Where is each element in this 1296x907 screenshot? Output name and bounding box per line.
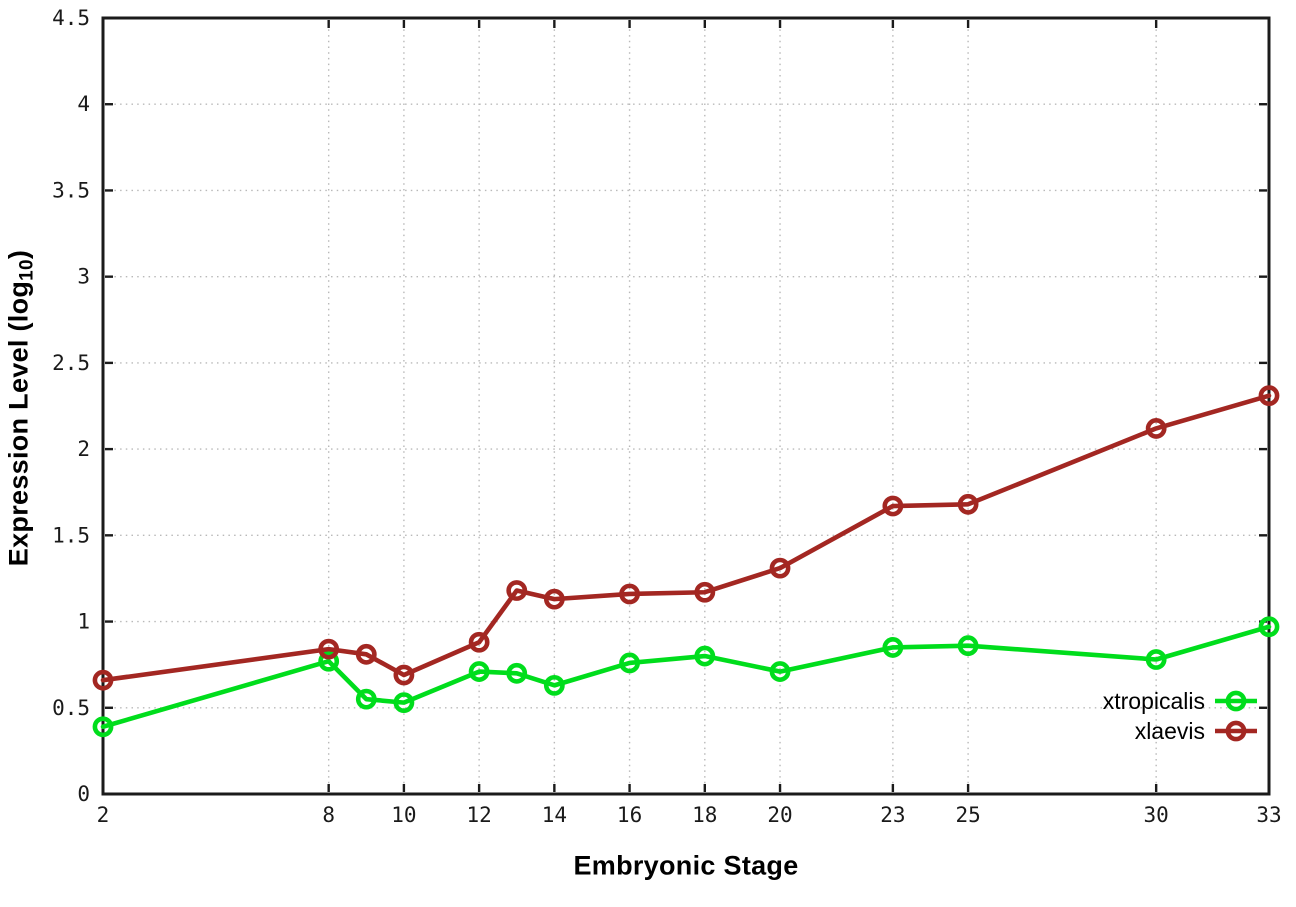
series-xlaevis [92,385,1280,691]
x-axis-title: Embryonic Stage [573,850,799,881]
data-point-marker-xtropicalis [468,661,490,682]
x-tick-label: 2 [97,803,110,827]
grid [103,18,1269,794]
y-axis-title-close: ) [3,249,34,260]
data-point-marker-xtropicalis [318,650,340,672]
y-tick-label: 2.5 [52,351,90,375]
data-point-marker-xtropicalis [355,688,377,710]
data-point-marker-xlaevis [318,638,340,660]
tick-marks [101,16,1271,796]
data-point-marker-xlaevis [468,631,490,653]
data-point-marker-xlaevis [769,557,791,579]
series-xtropicalis [92,616,1280,738]
y-tick-label: 4 [77,92,90,116]
data-point-marker-xtropicalis [543,674,565,696]
legend-label-xlaevis: xlaevis [1134,717,1205,744]
y-tick-label: 1 [77,610,90,634]
tick-labels: 2 8 10 12 14 16 18 20 23 25 30 33 0 0.5 1 1.5 2 2.5 3 3.5 4 4… [52,6,1282,827]
data-point-marker-xtropicalis [619,652,640,674]
data-point-marker-xtropicalis [957,635,979,657]
data-point-marker-xlaevis [355,643,377,665]
y-tick-label: 2 [77,437,90,461]
x-tick-label: 8 [322,803,335,827]
y-tick-label: 0.5 [52,696,90,720]
x-tick-label: 18 [692,803,717,827]
data-point-marker-xlaevis [694,581,716,603]
data-point-marker-xlaevis [619,583,640,605]
x-tick-label: 16 [617,803,642,827]
data-point-marker-xlaevis [1145,418,1167,439]
x-tick-label: 23 [880,803,905,827]
data-point-marker-xtropicalis [769,661,791,682]
x-tick-label: 10 [391,803,416,827]
data-point-marker-xlaevis [882,495,904,517]
y-tick-label: 0 [77,782,90,806]
x-tick-label: 20 [767,803,792,827]
x-tick-label: 12 [466,803,491,827]
x-tick-label: 14 [542,803,567,827]
x-tick-label: 33 [1256,803,1281,827]
legend-entry-xlaevis: xlaevis [1135,717,1258,745]
y-axis-title-text: Expression Level (log [3,280,34,567]
data-point-marker-xlaevis [957,493,979,515]
x-tick-label: 30 [1144,803,1169,827]
legend-key-icon-xlaevis [1215,720,1257,742]
y-tick-label: 3.5 [52,178,90,202]
data-point-marker-xlaevis [1258,385,1280,407]
data-point-marker-xtropicalis [1258,616,1280,638]
legend-label-xtropicalis: xtropicalis [1102,687,1205,714]
data-point-marker-xlaevis [506,580,528,601]
y-tick-label: 1.5 [52,523,90,547]
data-point-marker-xtropicalis [694,645,716,667]
y-tick-label: 3 [77,265,90,289]
series-line-xlaevis [100,393,1272,683]
data-point-marker-xtropicalis [506,662,528,684]
series-line-xtropicalis [100,624,1272,730]
data-point-marker-xtropicalis [882,637,904,658]
legend: xtropicalis xlaevis [1103,687,1258,745]
legend-key-icon-xtropicalis [1215,690,1257,712]
data-point-marker-xtropicalis [1145,649,1167,670]
legend-entry-xtropicalis: xtropicalis [1103,687,1258,715]
data-point-marker-xtropicalis [92,716,114,738]
data-point-marker-xlaevis [543,588,565,610]
data-point-marker-xlaevis [92,669,114,691]
y-tick-label: 4.5 [52,6,90,30]
y-axis-title-subscript: 10 [16,259,38,281]
data-point-marker-xlaevis [393,664,415,686]
data-point-marker-xtropicalis [393,692,415,714]
y-axis-title: Expression Level (log10) [4,250,39,566]
x-tick-label: 25 [955,803,980,827]
